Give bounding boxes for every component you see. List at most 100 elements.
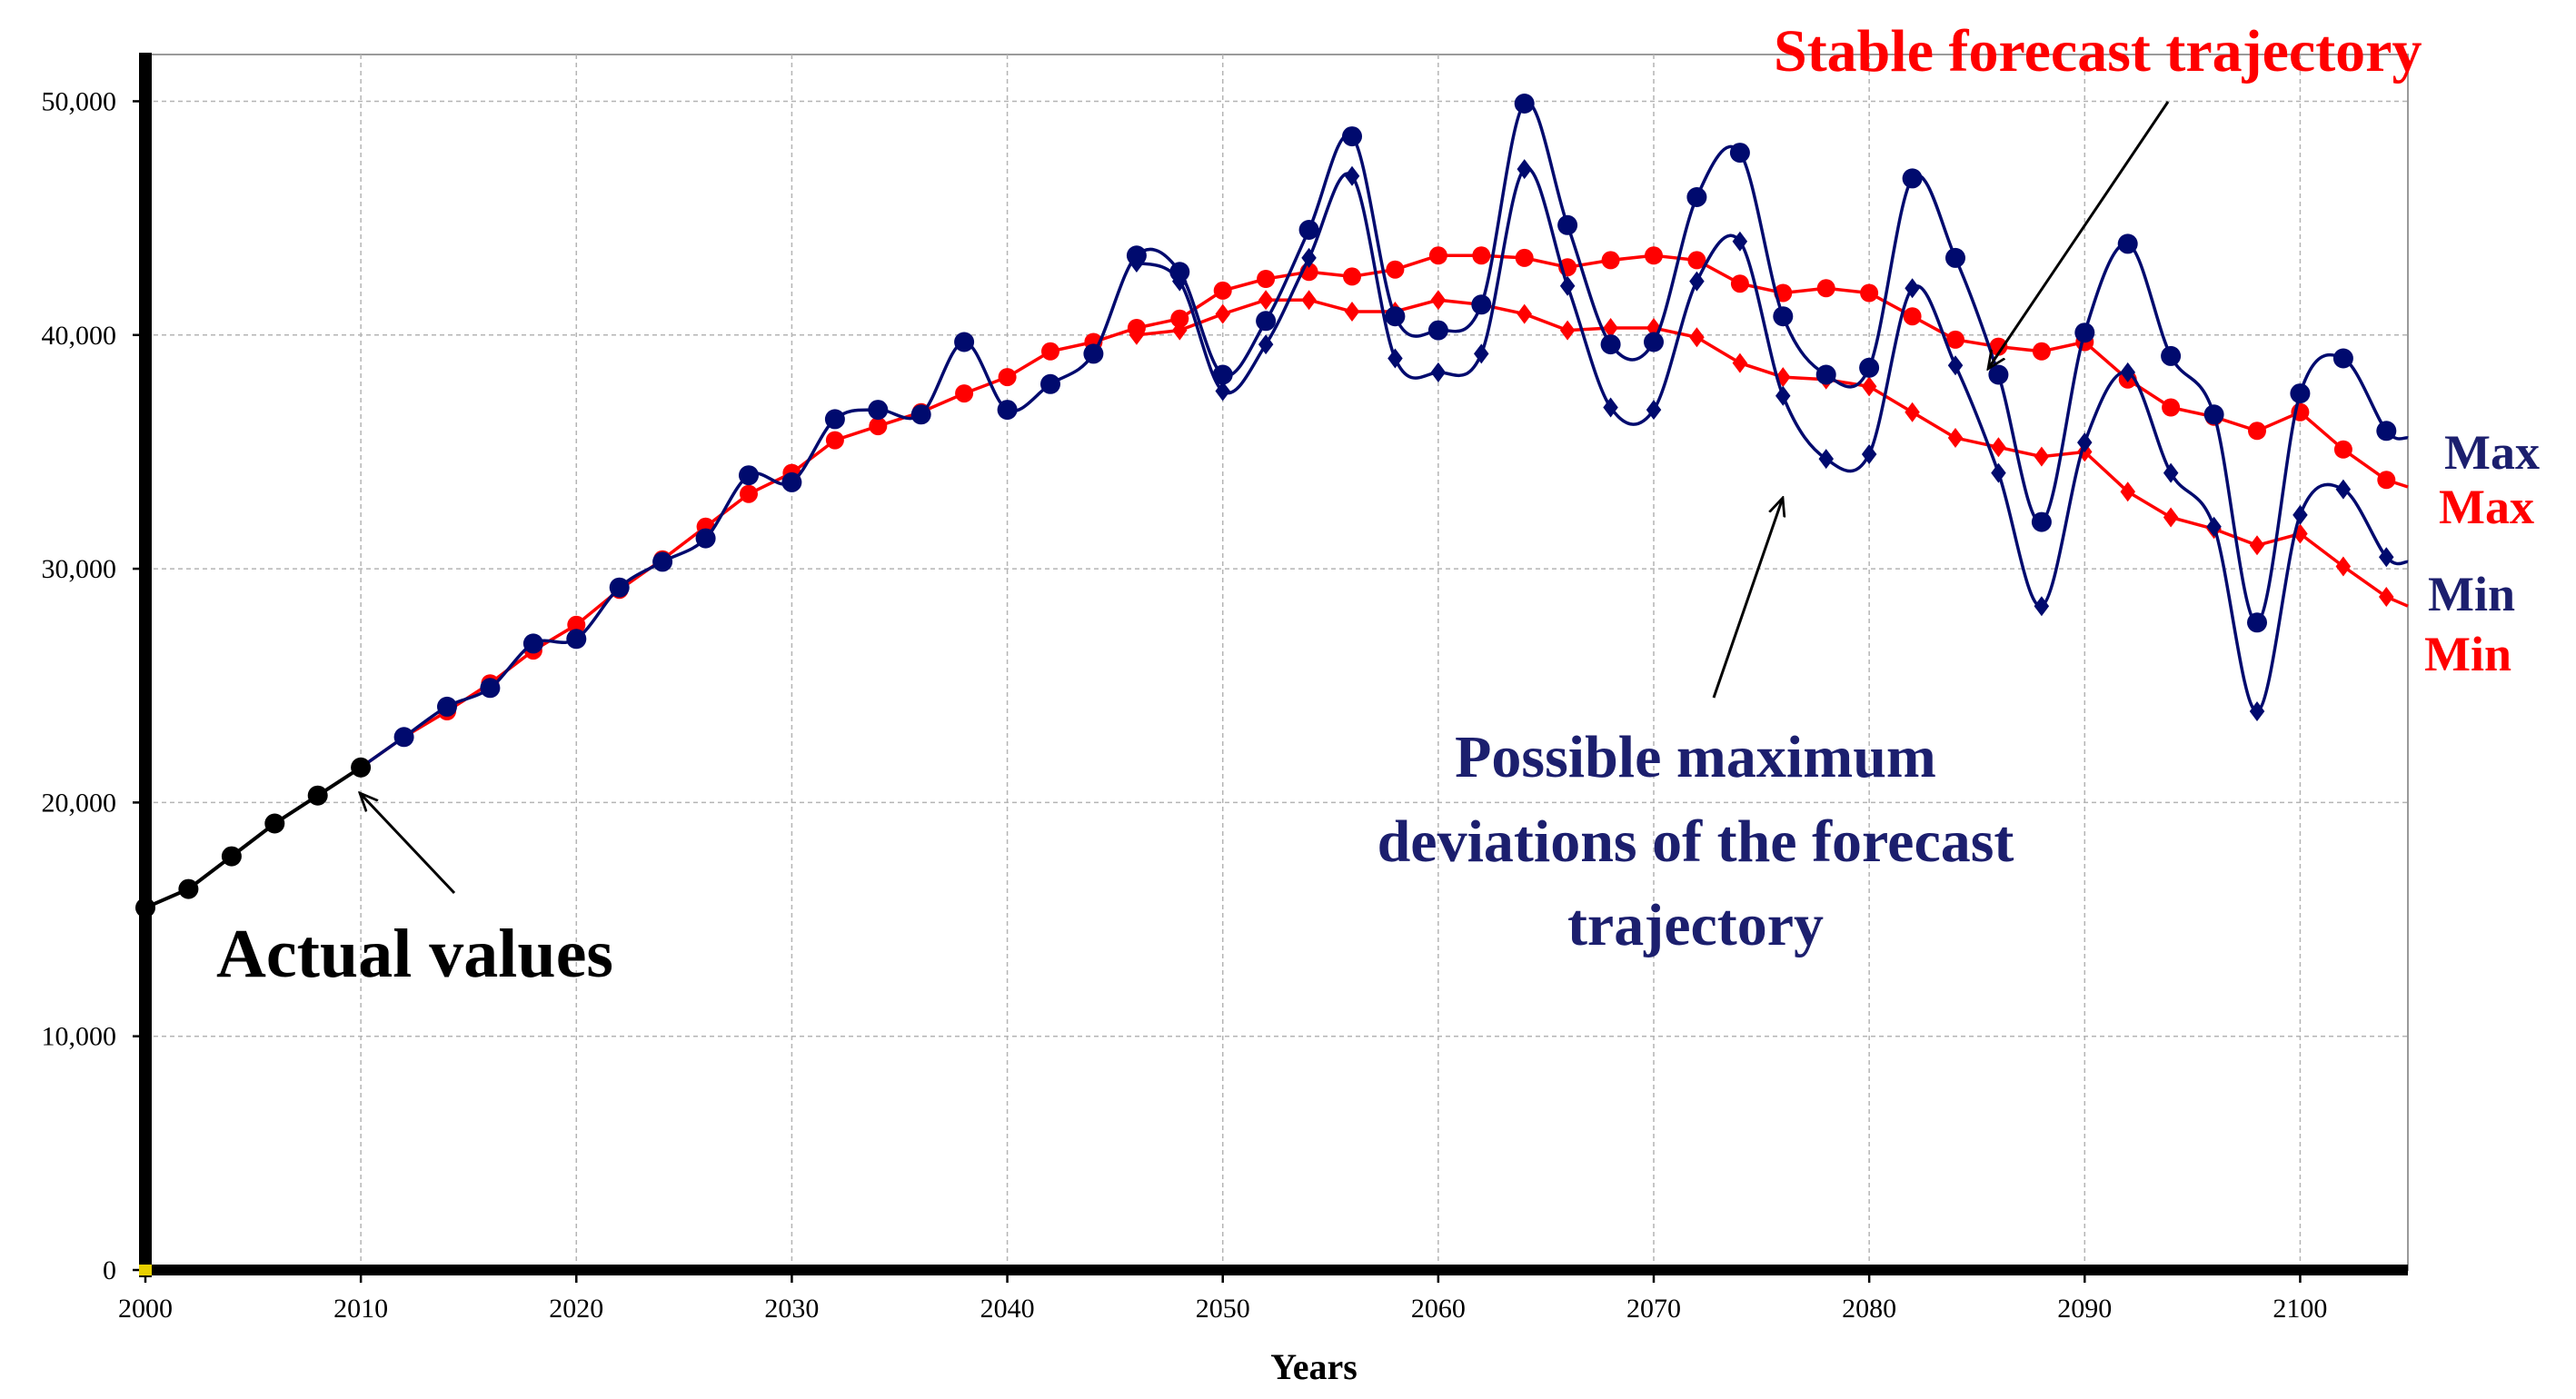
data-point [2163, 507, 2179, 528]
data-point [1517, 159, 1532, 180]
data-point [1816, 279, 1835, 298]
data-point [2034, 446, 2050, 467]
data-point [1342, 126, 1362, 147]
x-tick-label: 2050 [1196, 1294, 1250, 1324]
y-tick-label: 50,000 [42, 86, 117, 116]
data-point [1947, 428, 1964, 448]
data-point [1258, 290, 1274, 311]
x-tick-label: 2070 [1626, 1294, 1681, 1324]
x-axis-title: Years [1270, 1346, 1358, 1387]
data-point [1172, 320, 1188, 341]
x-tick-label: 2100 [2273, 1294, 2327, 1324]
data-point [1730, 274, 1749, 293]
tick-labels: 2000 2010 2020 2030 2040 2050 2060 2070 2080 2090… [42, 86, 2328, 1324]
series-3 [360, 94, 2409, 769]
data-point [2034, 596, 2050, 617]
data-point [1559, 320, 1576, 341]
axes [133, 53, 2408, 1283]
data-point [351, 757, 372, 778]
data-point [1557, 214, 1578, 235]
data-point [1646, 400, 1662, 421]
data-point [1903, 307, 1922, 326]
data-point [1298, 220, 1319, 240]
annotation-stable-forecast-arrow [1988, 101, 2170, 369]
data-point [2203, 404, 2224, 425]
data-point [1129, 324, 1145, 345]
plot-frame [144, 54, 2409, 1271]
data-point [1215, 303, 1230, 324]
data-point [1775, 367, 1791, 388]
data-point [1818, 449, 1834, 470]
data-point [1732, 352, 1748, 373]
data-point [1991, 437, 2006, 458]
y-tick-label: 0 [103, 1255, 116, 1285]
x-tick-label: 2000 [118, 1294, 173, 1324]
data-point [221, 846, 242, 867]
data-point [2117, 233, 2138, 254]
end-label-blue-min: Min [2428, 567, 2515, 621]
data-point [825, 431, 844, 450]
data-point [1427, 320, 1448, 341]
data-point [1474, 343, 1489, 364]
series-line [1136, 298, 2409, 608]
data-point [1472, 246, 1491, 265]
data-point [2379, 587, 2394, 607]
data-point [1645, 246, 1663, 265]
data-point [740, 484, 758, 503]
data-point [393, 727, 414, 748]
data-point [566, 629, 587, 650]
annotation-stable-forecast: Stable forecast trajectory [1774, 18, 2422, 369]
data-point [1988, 364, 2009, 385]
data-point [609, 577, 630, 598]
data-point [868, 400, 889, 421]
data-point [1947, 355, 1964, 376]
x-tick-label: 2090 [2057, 1294, 2112, 1324]
data-point [1689, 271, 1705, 292]
data-point [2120, 481, 2135, 502]
annotation-possible-deviations-line2: deviations of the forecast [1378, 809, 2014, 875]
data-point [824, 409, 845, 430]
data-point [480, 678, 501, 699]
data-point [1775, 385, 1791, 406]
data-point [1991, 462, 2006, 483]
data-point [1172, 271, 1188, 292]
data-point [2120, 362, 2135, 382]
series-0 [135, 757, 372, 918]
data-point [437, 696, 457, 717]
series-line [1136, 166, 2409, 713]
data-point [955, 384, 974, 403]
x-tick-label: 2080 [1842, 1294, 1896, 1324]
data-point [652, 551, 673, 572]
data-point [1387, 348, 1403, 369]
data-point [1687, 251, 1706, 270]
data-point [2162, 398, 2181, 417]
series-line [144, 766, 363, 910]
data-point [1902, 168, 1923, 189]
data-point [869, 417, 888, 436]
data-point [2247, 612, 2267, 633]
data-point [1732, 231, 1748, 252]
data-point [997, 400, 1018, 421]
y-tick-label: 10,000 [42, 1022, 117, 1052]
data-point [1514, 94, 1535, 114]
data-point [1083, 343, 1104, 364]
data-point [954, 332, 975, 352]
data-point [1301, 290, 1317, 311]
data-point [1344, 302, 1360, 322]
annotation-actual-values: Actual values [216, 793, 613, 992]
axis-origin-mark [139, 1265, 152, 1275]
data-point [1860, 283, 1879, 303]
data-point [2163, 462, 2179, 483]
data-point [1129, 253, 1145, 273]
data-point [1815, 364, 1836, 385]
data-point [1603, 318, 1618, 338]
data-point [2332, 348, 2353, 369]
grid-lines [144, 54, 2409, 1271]
data-point [307, 785, 328, 806]
data-point [1905, 278, 1920, 299]
data-point [1515, 248, 1534, 267]
data-point [2333, 440, 2352, 459]
data-point [1041, 342, 1059, 361]
data-point [1258, 334, 1274, 355]
data-point [2249, 701, 2265, 721]
